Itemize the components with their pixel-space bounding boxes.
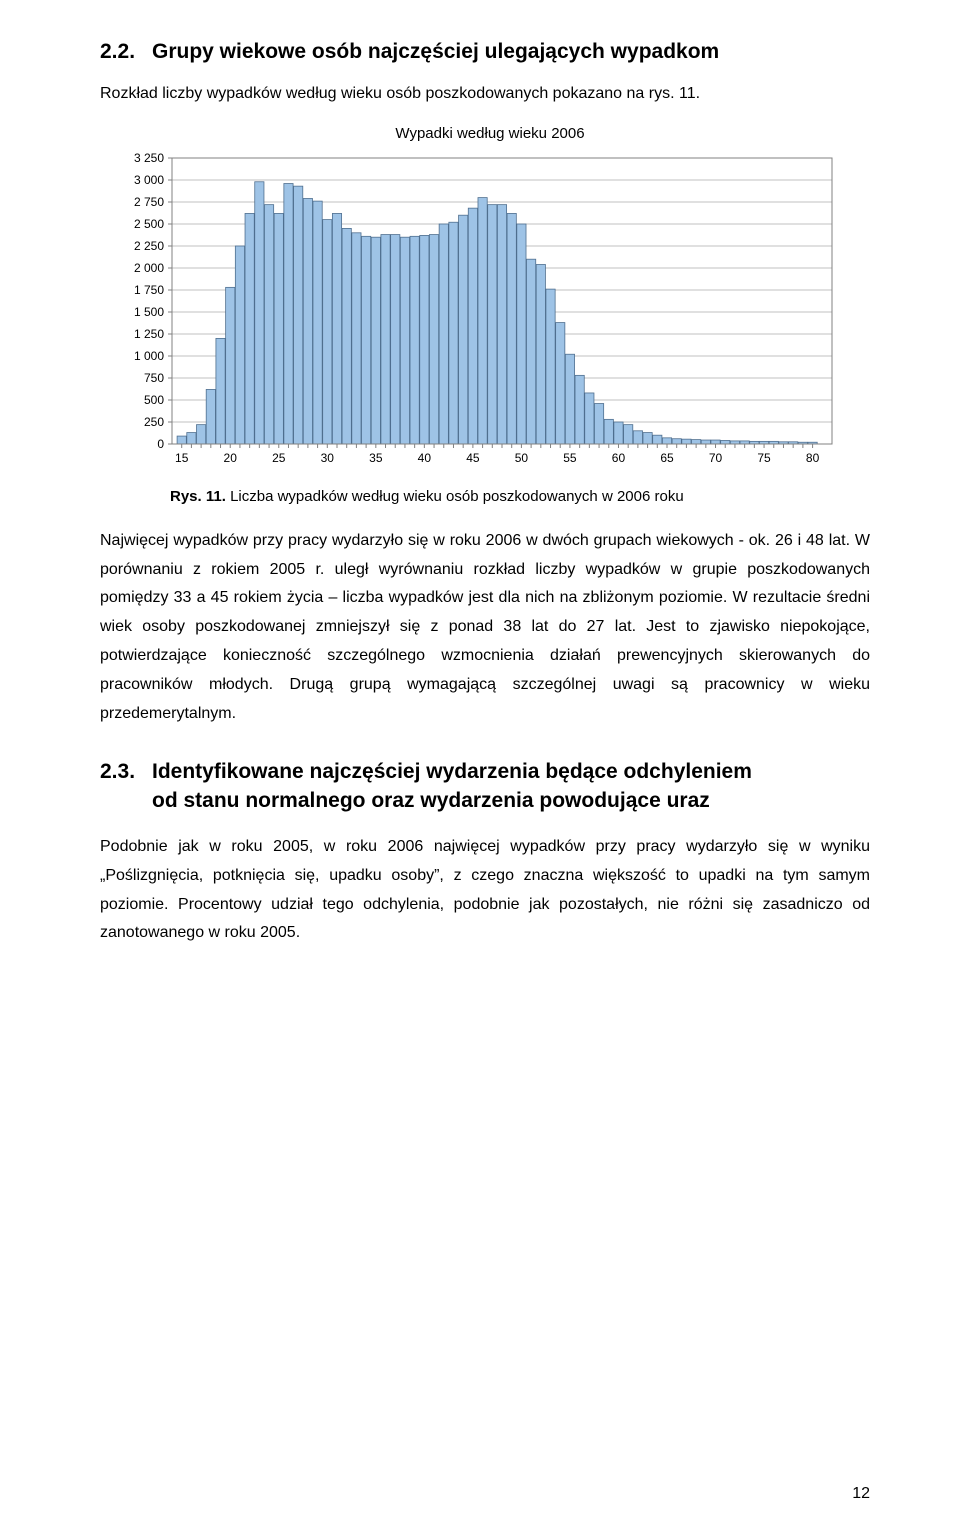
svg-text:55: 55 (563, 451, 577, 465)
svg-text:3 250: 3 250 (134, 151, 164, 165)
section-2-3-heading-line1: Identyfikowane najczęściej wydarzenia bę… (152, 760, 752, 783)
section-2-3-heading-line2: od stanu normalnego oraz wydarzenia powo… (100, 787, 870, 815)
svg-text:1 000: 1 000 (134, 349, 164, 363)
svg-text:2 500: 2 500 (134, 217, 164, 231)
section-2-3: 2.3.Identyfikowane najczęściej wydarzeni… (100, 758, 870, 948)
svg-text:50: 50 (515, 451, 529, 465)
svg-text:75: 75 (757, 451, 771, 465)
section-2-2-number: 2.2. (100, 40, 152, 64)
svg-text:0: 0 (157, 437, 164, 451)
svg-text:70: 70 (709, 451, 723, 465)
svg-text:65: 65 (660, 451, 674, 465)
figure-caption-prefix: Rys. 11. (170, 488, 226, 505)
svg-text:1 250: 1 250 (134, 327, 164, 341)
svg-text:500: 500 (144, 393, 164, 407)
svg-text:80: 80 (806, 451, 820, 465)
histogram-chart: 0 250 500 750 1 000 1 250 1 500 1 750 2 000 2 250… (110, 148, 850, 478)
svg-text:3 000: 3 000 (134, 173, 164, 187)
figure-caption-text: Liczba wypadków według wieku osób poszko… (230, 488, 684, 505)
chart-title: Wypadki według wieku 2006 (110, 125, 870, 142)
page: 2.2.Grupy wiekowe osób najczęściej ulega… (0, 0, 960, 1537)
svg-text:2 250: 2 250 (134, 239, 164, 253)
section-2-2-heading-text: Grupy wiekowe osób najczęściej ulegający… (152, 40, 719, 63)
section-2-3-body: Podobnie jak w roku 2005, w roku 2006 na… (100, 833, 870, 948)
svg-text:30: 30 (321, 451, 335, 465)
chart-container: Wypadki według wieku 2006 0 250 500 750 1 00… (110, 125, 870, 478)
section-2-2-lead: Rozkład liczby wypadków według wieku osó… (100, 82, 870, 107)
svg-text:250: 250 (144, 415, 164, 429)
figure-caption: Rys. 11. Liczba wypadków według wieku os… (170, 488, 870, 505)
svg-text:1 500: 1 500 (134, 305, 164, 319)
section-2-3-title: 2.3.Identyfikowane najczęściej wydarzeni… (100, 758, 870, 815)
svg-text:1 750: 1 750 (134, 283, 164, 297)
svg-text:20: 20 (224, 451, 238, 465)
page-number: 12 (852, 1485, 870, 1503)
svg-text:750: 750 (144, 371, 164, 385)
svg-text:45: 45 (466, 451, 480, 465)
svg-text:2 750: 2 750 (134, 195, 164, 209)
svg-text:40: 40 (418, 451, 432, 465)
svg-text:15: 15 (175, 451, 189, 465)
svg-text:60: 60 (612, 451, 626, 465)
svg-text:25: 25 (272, 451, 286, 465)
section-2-3-number: 2.3. (100, 758, 152, 786)
svg-text:2 000: 2 000 (134, 261, 164, 275)
section-2-2-title: 2.2.Grupy wiekowe osób najczęściej ulega… (100, 40, 870, 64)
section-2-2-body: Najwięcej wypadków przy pracy wydarzyło … (100, 527, 870, 729)
svg-text:35: 35 (369, 451, 383, 465)
